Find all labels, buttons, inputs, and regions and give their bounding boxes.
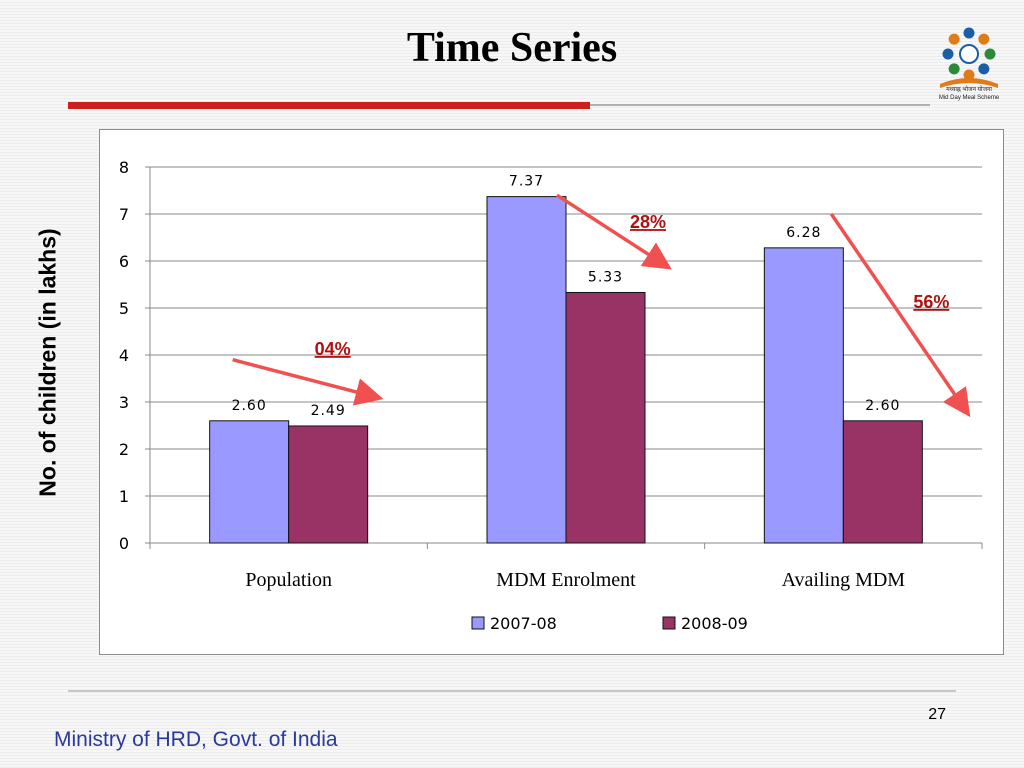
bar-2008-09 <box>288 425 369 544</box>
logo-figure <box>963 27 975 39</box>
y-tick-label: 7 <box>119 205 129 224</box>
y-tick-label: 6 <box>119 252 129 271</box>
trend-arrow <box>556 193 672 270</box>
data-label: 2.49 <box>311 403 346 419</box>
data-label: 7.37 <box>509 174 544 190</box>
logo-figure <box>978 63 990 75</box>
legend-label: 2008-09 <box>681 614 748 633</box>
logo-figure <box>963 69 975 81</box>
bar-2007-08 <box>486 196 567 544</box>
logo-caption-english: Mid Day Meal Scheme <box>938 95 1000 101</box>
y-axis-label: No. of children (in lakhs) <box>34 228 61 497</box>
logo-figure <box>978 33 990 45</box>
y-tick-label: 8 <box>119 158 129 177</box>
logo-figure <box>948 63 960 75</box>
data-label: 6.28 <box>786 225 821 241</box>
data-label: 2.60 <box>232 398 267 414</box>
mid-day-meal-logo-icon <box>940 27 998 88</box>
footer-rule <box>68 690 956 692</box>
y-tick-label: 3 <box>119 393 129 412</box>
logo-figure <box>942 48 954 60</box>
legend-swatch-2007-08 <box>471 616 485 630</box>
data-label: 5.33 <box>588 269 623 285</box>
logo-figure <box>984 48 996 60</box>
y-tick-label: 0 <box>119 534 129 553</box>
y-tick-label: 4 <box>119 346 129 365</box>
data-label: 2.60 <box>865 398 900 414</box>
percent-annotation: 56% <box>913 292 949 312</box>
percent-annotation: 28% <box>630 212 666 232</box>
legend-label: 2007-08 <box>490 614 557 633</box>
bar-chart: 0 1 2 3 4 5 6 7 8 2.60 2.49 Population 7.37 5.33 MDM E… <box>119 158 983 633</box>
logo-caption-hindi: मध्याह्न भोजन योजना <box>946 87 992 93</box>
page-number: 27 <box>928 706 946 723</box>
y-tick-label: 5 <box>119 299 129 318</box>
percent-annotation: 04% <box>315 339 351 359</box>
x-tick-label: Availing MDM <box>782 569 906 591</box>
bar-2008-09 <box>842 420 923 544</box>
chart-frame: 0 1 2 3 4 5 6 7 8 2.60 2.49 Population 7.37 5.33 MDM E… <box>99 129 1004 655</box>
logo-caption: मध्याह्न भोजन योजना Mid Day Meal Scheme <box>924 86 1014 102</box>
legend-swatch-2008-09 <box>662 616 676 630</box>
logo-figure <box>948 33 960 45</box>
y-tick-label: 2 <box>119 440 129 459</box>
title-underline-thin <box>590 104 930 106</box>
bar-2008-09 <box>565 291 646 544</box>
title-underline-red <box>68 102 590 109</box>
trend-arrow <box>829 213 971 418</box>
slide-title: Time Series <box>406 25 618 71</box>
bar-2007-08 <box>209 420 290 544</box>
y-tick-label: 1 <box>119 487 129 506</box>
trend-arrow <box>232 358 384 406</box>
x-tick-label: MDM Enrolment <box>496 569 636 591</box>
footer-text: Ministry of HRD, Govt. of India <box>54 728 338 751</box>
x-tick-label: Population <box>245 569 332 591</box>
bar-2007-08 <box>763 247 844 544</box>
